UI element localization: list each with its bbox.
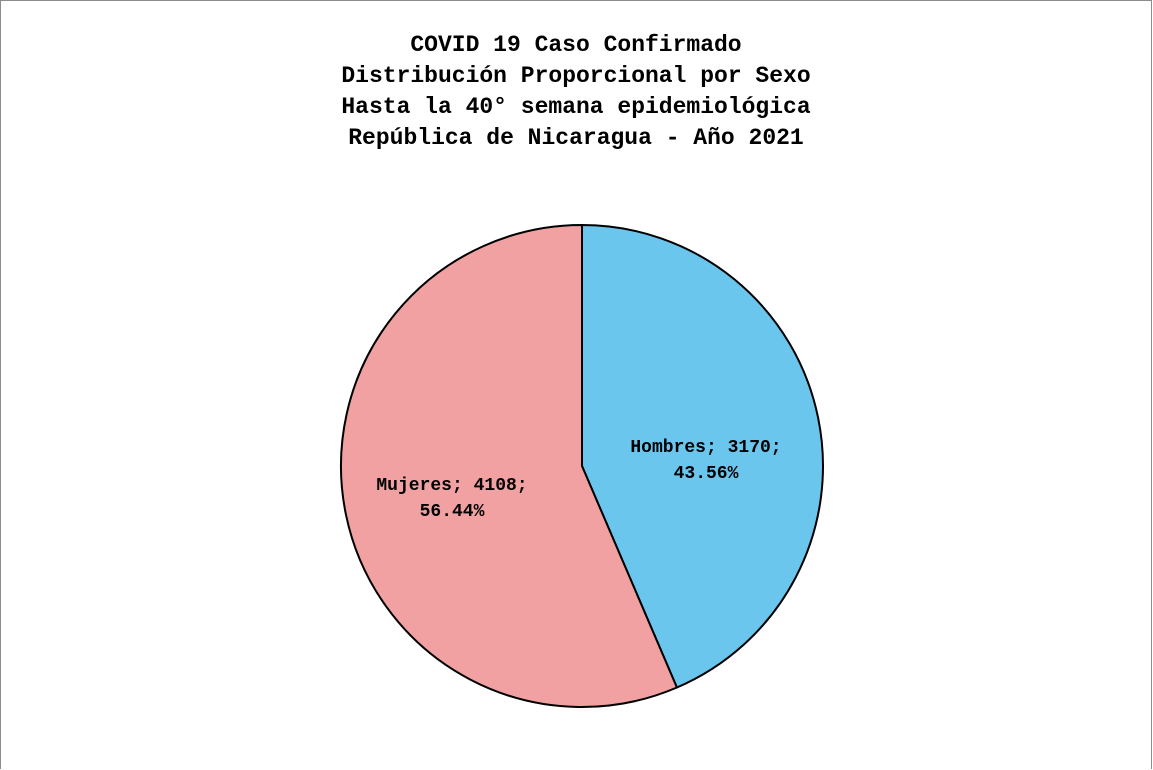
slice-label-mujeres-percent: 56.44% xyxy=(420,502,485,522)
chart-title-line-1: COVID 19 Caso Confirmado xyxy=(410,32,742,58)
chart-title-line-4: República de Nicaragua - Año 2021 xyxy=(348,125,804,151)
slice-label-hombres-percent: 43.56% xyxy=(674,464,739,484)
chart-title-line-3: Hasta la 40° semana epidemiológica xyxy=(341,94,811,120)
slice-label-hombres-name-value: Hombres; 3170; xyxy=(630,438,781,458)
chart-title: COVID 19 Caso Confirmado Distribución Pr… xyxy=(0,30,1152,154)
pie-slice-mujeres xyxy=(340,224,678,708)
slice-label-mujeres-name-value: Mujeres; 4108; xyxy=(376,476,527,496)
slice-label-hombres: Hombres; 3170; 43.56% xyxy=(630,438,781,484)
chart-title-line-2: Distribución Proporcional por Sexo xyxy=(341,63,811,89)
pie-slice-hombres xyxy=(581,224,824,689)
slice-label-mujeres: Mujeres; 4108; 56.44% xyxy=(376,476,527,522)
